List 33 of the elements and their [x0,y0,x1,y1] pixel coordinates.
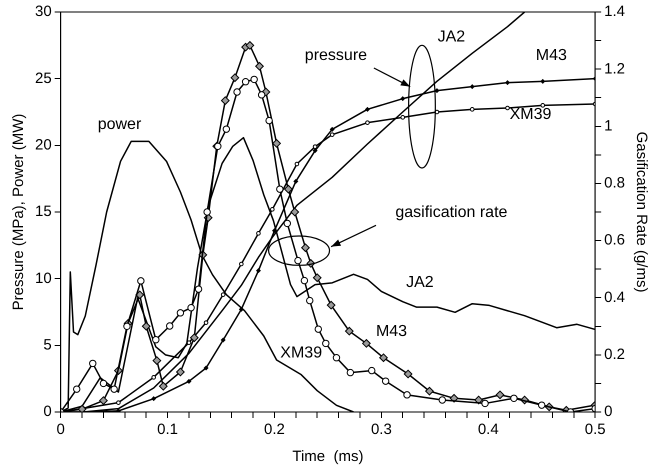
y-tick-label: 20 [34,136,52,154]
y2-tick-label: 1.2 [604,60,626,78]
x-tick-label: 0.3 [370,421,392,438]
annotation: gasification rate [395,204,508,222]
y-tick-label: 5 [43,336,52,354]
y-tick-label: 10 [34,270,52,287]
y2-tick-label: 0.8 [604,174,626,192]
y-tick-label: 15 [34,203,52,220]
x-tick-label: 0.2 [264,421,285,438]
x-tick-label: 0.5 [584,421,606,438]
y2-tick-label: 1 [604,117,612,134]
y2-axis-title: Gasification Rate (g/ms) [632,132,650,292]
x-tick-label: 0.4 [478,421,499,438]
y-tick-label: 30 [34,3,52,20]
series-label: JA2 [438,28,466,46]
y2-tick-label: 0.6 [604,232,626,249]
x-tick-label: 0.1 [157,421,178,438]
y2-tick-label: 0.4 [604,288,626,306]
y-tick-label: 25 [34,70,52,87]
x-tick-label: 0 [56,421,65,438]
annotation: pressure [304,47,368,64]
x-axis-title: Time (ms) [292,448,364,466]
y2-tick-label: 0.2 [604,346,626,363]
series-label: JA2 [406,274,434,292]
y2-tick-label: 1.4 [604,3,626,20]
series-label: M43 [536,47,567,64]
series-label: M43 [376,323,408,340]
series-label: XM39 [280,344,322,362]
y-tick-label: 0 [43,403,52,420]
y2-tick-label: 0 [604,403,612,420]
y-axis-title: Pressure (MPa), Power (MW) [10,114,28,310]
series-label: power [98,116,142,134]
series-label: XM39 [510,106,552,123]
